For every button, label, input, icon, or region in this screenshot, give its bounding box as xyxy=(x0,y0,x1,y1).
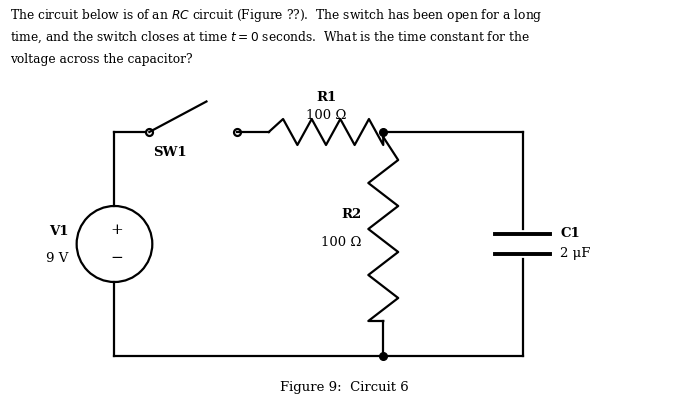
Text: voltage across the capacitor?: voltage across the capacitor? xyxy=(10,53,193,66)
Text: C1: C1 xyxy=(561,227,580,240)
Text: 100 Ω: 100 Ω xyxy=(306,109,346,122)
Text: The circuit below is of an $\mathit{RC}$ circuit (Figure ??).  The switch has be: The circuit below is of an $\mathit{RC}$… xyxy=(10,7,543,24)
Text: 100 Ω: 100 Ω xyxy=(321,236,361,250)
Text: −: − xyxy=(110,251,123,265)
Text: time, and the switch closes at time $t = 0$ seconds.  What is the time constant : time, and the switch closes at time $t =… xyxy=(10,30,530,46)
Text: +: + xyxy=(110,223,123,237)
Text: 9 V: 9 V xyxy=(46,252,69,265)
Text: R2: R2 xyxy=(341,208,361,221)
Text: R1: R1 xyxy=(316,91,336,104)
Text: Figure 9:  Circuit 6: Figure 9: Circuit 6 xyxy=(280,381,409,394)
Text: V1: V1 xyxy=(49,225,69,238)
Text: SW1: SW1 xyxy=(153,146,187,159)
Text: 2 μF: 2 μF xyxy=(561,248,591,261)
